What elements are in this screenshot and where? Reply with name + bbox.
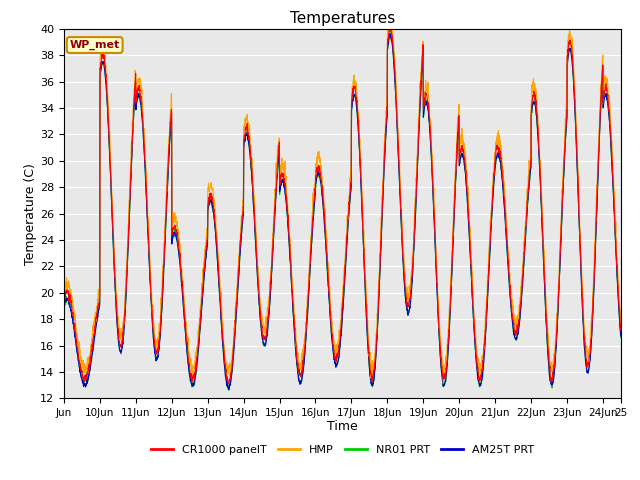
HMP	[532, 85, 540, 91]
NR01 PRT	[426, 132, 434, 138]
AM25T PRT	[410, 258, 417, 264]
CR1000 panelT	[598, 78, 605, 84]
CR1000 panelT	[225, 381, 233, 386]
CR1000 panelT	[346, 193, 354, 199]
X-axis label: Time: Time	[327, 420, 358, 432]
NR01 PRT	[532, 105, 540, 110]
HMP	[387, 11, 394, 16]
CR1000 panelT	[93, 311, 100, 317]
AM25T PRT	[532, 105, 540, 111]
HMP	[426, 116, 434, 121]
NR01 PRT	[93, 319, 100, 325]
AM25T PRT	[60, 303, 68, 309]
Title: Temperatures: Temperatures	[290, 11, 395, 26]
Legend: CR1000 panelT, HMP, NR01 PRT, AM25T PRT: CR1000 panelT, HMP, NR01 PRT, AM25T PRT	[146, 441, 539, 460]
Line: CR1000 panelT: CR1000 panelT	[64, 28, 621, 384]
AM25T PRT	[617, 333, 625, 339]
CR1000 panelT	[387, 25, 394, 31]
AM25T PRT	[225, 387, 232, 393]
HMP	[93, 308, 100, 313]
Text: WP_met: WP_met	[70, 40, 120, 50]
NR01 PRT	[387, 30, 394, 36]
Line: NR01 PRT: NR01 PRT	[64, 33, 621, 390]
HMP	[598, 75, 605, 81]
NR01 PRT	[598, 84, 605, 89]
HMP	[60, 293, 68, 299]
CR1000 panelT	[532, 103, 540, 108]
CR1000 panelT	[60, 292, 68, 298]
HMP	[440, 380, 447, 386]
HMP	[346, 190, 353, 196]
HMP	[617, 324, 625, 330]
Y-axis label: Temperature (C): Temperature (C)	[24, 163, 37, 264]
AM25T PRT	[93, 318, 100, 324]
Line: HMP: HMP	[64, 13, 621, 383]
AM25T PRT	[598, 81, 605, 87]
NR01 PRT	[346, 199, 354, 205]
AM25T PRT	[426, 131, 434, 136]
NR01 PRT	[617, 335, 625, 340]
CR1000 panelT	[617, 328, 625, 334]
AM25T PRT	[387, 31, 394, 37]
NR01 PRT	[225, 387, 233, 393]
CR1000 panelT	[426, 124, 434, 130]
Line: AM25T PRT: AM25T PRT	[64, 34, 621, 390]
HMP	[409, 255, 417, 261]
AM25T PRT	[346, 199, 354, 205]
NR01 PRT	[60, 303, 68, 309]
CR1000 panelT	[410, 254, 417, 260]
NR01 PRT	[410, 260, 417, 265]
